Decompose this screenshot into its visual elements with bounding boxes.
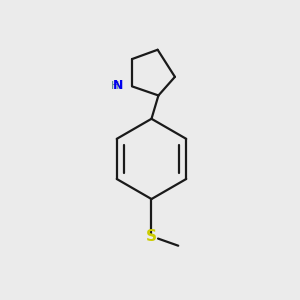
- Text: N: N: [113, 79, 123, 92]
- Text: S: S: [146, 229, 157, 244]
- Text: H: H: [111, 81, 119, 91]
